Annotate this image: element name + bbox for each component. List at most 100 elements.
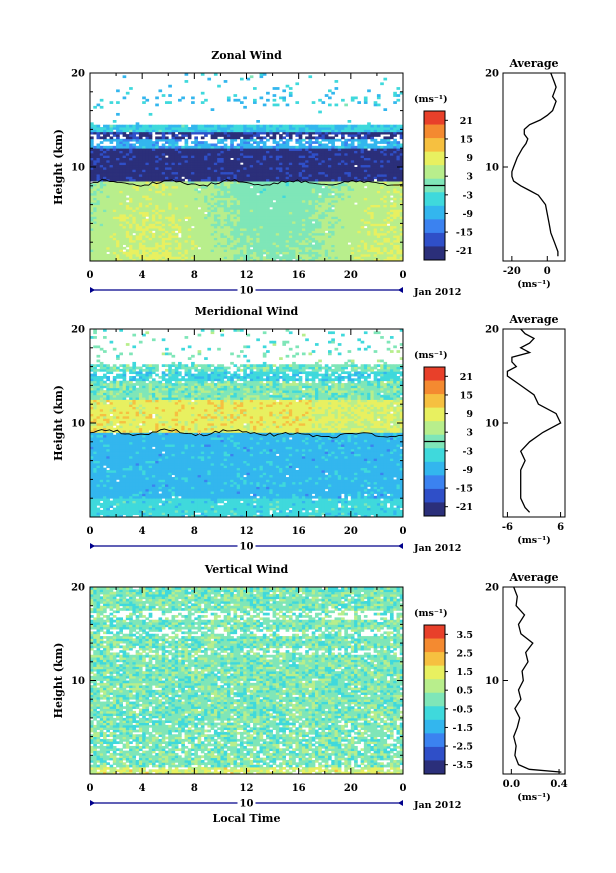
heatmap-cell xyxy=(243,209,247,213)
heatmap-cell xyxy=(204,206,208,210)
heatmap-cell xyxy=(357,218,362,222)
heatmap-cell xyxy=(103,134,107,137)
heatmap-cell xyxy=(135,178,140,182)
heatmap-cell xyxy=(376,249,381,252)
heatmap-cell xyxy=(168,199,172,203)
heatmap-cell xyxy=(230,246,234,250)
heatmap-cell xyxy=(344,183,348,187)
heatmap-cell xyxy=(282,202,287,205)
heatmap-cell xyxy=(259,157,264,161)
heatmap-cell xyxy=(158,145,163,149)
heatmap-cell xyxy=(217,237,221,241)
heatmap-cell xyxy=(266,230,270,234)
heatmap-cell xyxy=(275,150,280,154)
heatmap-cell xyxy=(99,232,104,236)
heatmap-cell xyxy=(318,150,322,154)
heatmap-cell xyxy=(171,223,176,227)
heatmap-cell xyxy=(396,232,401,236)
heatmap-cell xyxy=(246,155,251,158)
heatmap-cell xyxy=(363,244,368,248)
heatmap-cell xyxy=(331,150,335,154)
heatmap-cell xyxy=(191,246,195,250)
heatmap-cell xyxy=(197,204,202,208)
heatmap-cell xyxy=(347,258,352,262)
heatmap-cell xyxy=(200,141,205,144)
heatmap-cell xyxy=(383,190,388,194)
heatmap-cell xyxy=(135,209,140,213)
heatmap-cell xyxy=(396,214,401,217)
heatmap-cell xyxy=(373,190,378,194)
heatmap-cell xyxy=(262,244,267,248)
heatmap-cell xyxy=(295,190,300,194)
heatmap-cell xyxy=(328,230,332,234)
heatmap-cell xyxy=(262,225,267,229)
heatmap-cell xyxy=(324,232,329,236)
heatmap-cell xyxy=(112,202,117,205)
heatmap-cell xyxy=(285,174,290,177)
heatmap-cell xyxy=(311,202,316,205)
heatmap-cell xyxy=(370,188,375,191)
heatmap-cell xyxy=(249,235,254,238)
heatmap-cell xyxy=(344,138,348,142)
heatmap-cell xyxy=(324,246,329,250)
heatmap-cell xyxy=(376,225,381,229)
heatmap-cell xyxy=(295,249,300,252)
heatmap-cell xyxy=(272,251,277,255)
heatmap-cell xyxy=(279,228,283,231)
heatmap-cell xyxy=(279,143,283,147)
heatmap-cell xyxy=(151,141,156,144)
heatmap-cell xyxy=(370,249,375,252)
heatmap-cell xyxy=(148,237,153,241)
heatmap-cell xyxy=(171,192,176,196)
heatmap-cell xyxy=(226,244,231,248)
heatmap-cell xyxy=(90,197,94,201)
heatmap-cell xyxy=(272,230,277,234)
heatmap-cell xyxy=(399,152,404,156)
heatmap-cell xyxy=(383,136,388,140)
heatmap-cell xyxy=(393,211,397,215)
heatmap-cell xyxy=(135,228,140,231)
heatmap-cell xyxy=(344,211,348,215)
heatmap-cell xyxy=(148,143,153,147)
heatmap-cell xyxy=(269,223,273,227)
heatmap-cell xyxy=(96,249,101,252)
heatmap-cell xyxy=(116,253,120,257)
heatmap-cell xyxy=(354,150,358,154)
heatmap-cell xyxy=(269,214,273,217)
heatmap-cell xyxy=(187,148,192,151)
heatmap-cell xyxy=(106,206,110,210)
heatmap-cell xyxy=(256,174,260,177)
heatmap-cell xyxy=(239,223,244,227)
heatmap-cell xyxy=(360,223,365,227)
heatmap-cell xyxy=(269,204,273,208)
heatmap-cell xyxy=(370,239,375,243)
heatmap-cell xyxy=(295,206,300,210)
heatmap-cell xyxy=(178,228,182,231)
heatmap-cell xyxy=(344,225,348,229)
heatmap-cell xyxy=(204,221,208,224)
heatmap-cell xyxy=(314,152,319,156)
heatmap-cell xyxy=(279,148,283,151)
heatmap-cell xyxy=(279,223,283,227)
heatmap-cell xyxy=(370,171,375,175)
heatmap-cell xyxy=(279,152,283,156)
heatmap-cell xyxy=(184,190,189,194)
heatmap-cell xyxy=(204,232,208,236)
heatmap-cell xyxy=(119,211,123,215)
heatmap-cell xyxy=(357,162,362,166)
heatmap-cell xyxy=(249,136,254,140)
heatmap-cell xyxy=(151,239,156,243)
heatmap-cell xyxy=(220,249,225,252)
heatmap-cell xyxy=(230,218,234,222)
heatmap-cell xyxy=(354,209,358,213)
heatmap-cell xyxy=(318,244,322,248)
heatmap-cell xyxy=(112,221,117,224)
heatmap-cell xyxy=(168,171,172,175)
heatmap-cell xyxy=(279,199,283,203)
heatmap-cell xyxy=(334,188,339,191)
heatmap-cell xyxy=(168,214,172,217)
heatmap-cell xyxy=(389,223,394,227)
heatmap-cell xyxy=(393,150,397,154)
heatmap-cell xyxy=(184,216,189,220)
heatmap-cell xyxy=(380,244,384,248)
